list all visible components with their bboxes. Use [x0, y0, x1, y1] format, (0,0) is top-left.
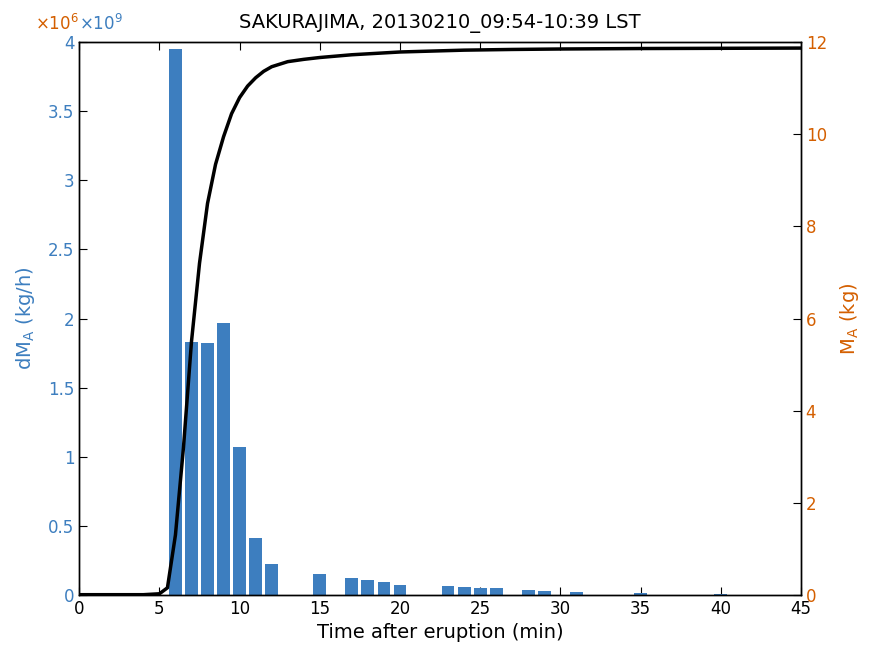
Bar — [442, 586, 454, 595]
Bar — [265, 564, 278, 595]
Bar — [522, 590, 535, 595]
Bar — [377, 583, 390, 595]
Bar — [186, 342, 198, 595]
Bar — [249, 538, 262, 595]
Bar — [570, 592, 583, 595]
Y-axis label: M$_\mathrm{A}$ (kg): M$_\mathrm{A}$ (kg) — [838, 282, 861, 355]
Bar — [714, 594, 727, 595]
Bar — [538, 590, 550, 595]
Bar — [346, 578, 358, 595]
Bar — [490, 588, 502, 595]
Bar — [473, 588, 487, 595]
Bar — [394, 585, 406, 595]
Bar — [458, 587, 471, 595]
Bar — [169, 49, 182, 595]
Bar — [201, 343, 214, 595]
Bar — [361, 579, 374, 595]
Bar — [217, 323, 230, 595]
Text: $\times10^9$: $\times10^9$ — [80, 14, 123, 34]
Y-axis label: dM$_\mathrm{A}$ (kg/h): dM$_\mathrm{A}$ (kg/h) — [14, 267, 37, 371]
Bar — [313, 574, 326, 595]
Title: SAKURAJIMA, 20130210_09:54-10:39 LST: SAKURAJIMA, 20130210_09:54-10:39 LST — [239, 14, 640, 33]
Text: $\times10^6$: $\times10^6$ — [35, 14, 80, 34]
Bar — [234, 447, 246, 595]
Bar — [634, 593, 647, 595]
X-axis label: Time after eruption (min): Time after eruption (min) — [317, 623, 564, 642]
